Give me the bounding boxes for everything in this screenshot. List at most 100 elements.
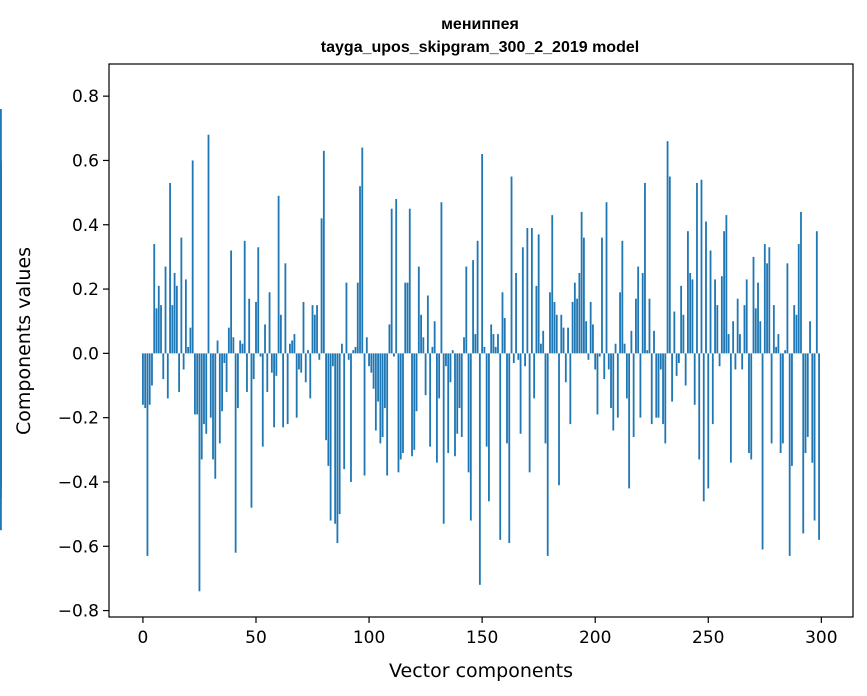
y-axis-ticks: −0.8 −0.6 −0.4 −0.2 0.0 0.2 0.4 0.6 0.8 — [58, 87, 109, 622]
bar — [284, 263, 287, 354]
bar — [207, 134, 210, 354]
bar — [512, 353, 515, 364]
bar — [198, 353, 201, 592]
bar — [304, 353, 307, 383]
bar — [426, 295, 429, 354]
bar — [144, 353, 147, 409]
bar — [564, 353, 567, 383]
bar — [246, 353, 248, 392]
bar — [558, 353, 560, 486]
bar — [770, 353, 773, 444]
bar — [445, 353, 447, 367]
y-tick-label: −0.4 — [58, 473, 99, 493]
x-tick-label: 200 — [579, 628, 611, 648]
bar — [666, 141, 669, 354]
bar — [497, 334, 499, 354]
bar — [533, 353, 536, 399]
bar — [390, 208, 393, 354]
x-tick-label: 250 — [692, 628, 724, 648]
bar — [264, 324, 266, 354]
bar — [625, 353, 628, 399]
bar — [379, 353, 382, 444]
bar — [0, 353, 2, 405]
bar — [164, 266, 167, 354]
bar — [157, 285, 160, 354]
bar — [408, 208, 411, 354]
bar — [641, 272, 644, 354]
bar — [815, 231, 818, 354]
plot-frame — [108, 63, 854, 618]
bar — [359, 186, 361, 354]
bar — [189, 327, 192, 354]
bar — [535, 285, 538, 354]
bar — [411, 353, 413, 457]
bar — [659, 353, 662, 370]
bar — [415, 353, 418, 412]
bar — [546, 353, 549, 556]
bar — [327, 353, 330, 466]
bar — [307, 350, 309, 354]
bar — [630, 330, 633, 354]
bar — [451, 350, 454, 354]
bar — [506, 353, 508, 444]
bar — [781, 353, 784, 444]
bar — [750, 353, 753, 460]
bar — [544, 353, 547, 444]
bar — [696, 182, 698, 354]
bar — [698, 353, 701, 460]
bar — [515, 272, 517, 354]
bar — [365, 337, 368, 354]
y-tick-label: −0.8 — [58, 602, 99, 622]
bar — [478, 353, 481, 585]
bar — [510, 176, 513, 354]
bar — [255, 301, 257, 354]
bar — [386, 353, 389, 476]
bar — [668, 176, 671, 354]
bar — [0, 353, 2, 370]
bar — [503, 317, 506, 354]
x-axis-label: Vector components — [389, 660, 573, 682]
bar — [313, 314, 316, 354]
bar — [417, 266, 420, 354]
bar — [273, 353, 275, 428]
bar — [361, 147, 364, 354]
bar — [404, 282, 407, 354]
bar — [675, 353, 678, 376]
bar — [687, 231, 689, 354]
bar — [784, 350, 787, 354]
bar — [178, 353, 181, 392]
bar — [293, 334, 296, 354]
bar — [142, 353, 144, 405]
bar — [399, 353, 402, 460]
bar — [540, 343, 542, 354]
bar — [761, 353, 764, 550]
bar — [0, 353, 2, 460]
bar — [302, 301, 305, 354]
bar — [395, 199, 398, 354]
bar — [610, 353, 612, 409]
bar — [146, 353, 149, 556]
bar — [768, 247, 771, 354]
bar — [191, 160, 194, 354]
bar — [714, 279, 716, 354]
bar — [237, 353, 239, 409]
bar — [720, 276, 723, 354]
bar — [368, 353, 370, 367]
bar — [241, 343, 244, 354]
bar — [603, 353, 606, 380]
bar — [239, 340, 242, 354]
bar — [295, 353, 298, 418]
bar — [336, 353, 339, 544]
bar — [347, 353, 350, 360]
bar — [723, 231, 726, 354]
y-tick-label: 0.4 — [72, 216, 99, 236]
bar — [331, 353, 334, 367]
bar — [341, 343, 343, 354]
bar — [248, 298, 251, 354]
bar — [171, 305, 174, 354]
bar — [232, 337, 235, 354]
bar — [257, 247, 260, 354]
bar — [777, 334, 780, 354]
y-tick-label: −0.6 — [58, 537, 99, 557]
bar — [772, 305, 775, 354]
